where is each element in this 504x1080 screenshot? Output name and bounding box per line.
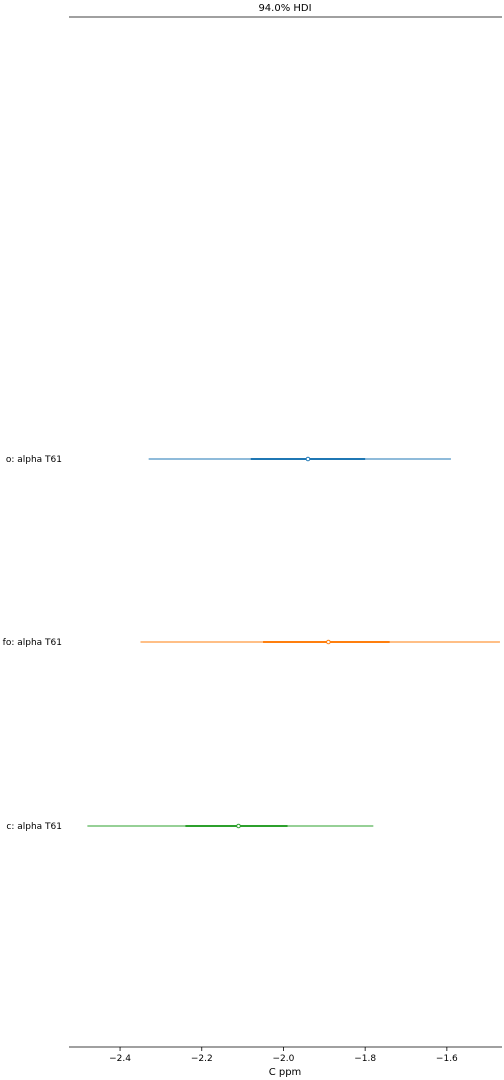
x-tick-label: −2.0 <box>273 1054 295 1064</box>
point-estimate <box>326 639 331 645</box>
x-tick-label: −1.8 <box>354 1054 376 1064</box>
x-tick-label: −1.6 <box>436 1054 458 1064</box>
forest-marks: o: alpha T61 fo: alpha T61 c: alpha T61 <box>3 455 500 832</box>
point-estimate <box>236 823 241 829</box>
point-estimate <box>305 456 311 462</box>
y-tick-label: o: alpha T61 <box>6 455 62 465</box>
x-tick-label: −2.4 <box>109 1054 131 1064</box>
x-axis-label: C ppm <box>269 1067 302 1078</box>
y-tick-label: fo: alpha T61 <box>3 638 62 648</box>
x-tick-label: −2.2 <box>191 1054 213 1064</box>
chart-title: 94.0% HDI <box>258 3 311 14</box>
x-axis-ticks: −2.4 −2.2 −2.0 −1.8 −1.6 <box>109 1047 458 1064</box>
y-tick-label: c: alpha T61 <box>6 822 62 832</box>
